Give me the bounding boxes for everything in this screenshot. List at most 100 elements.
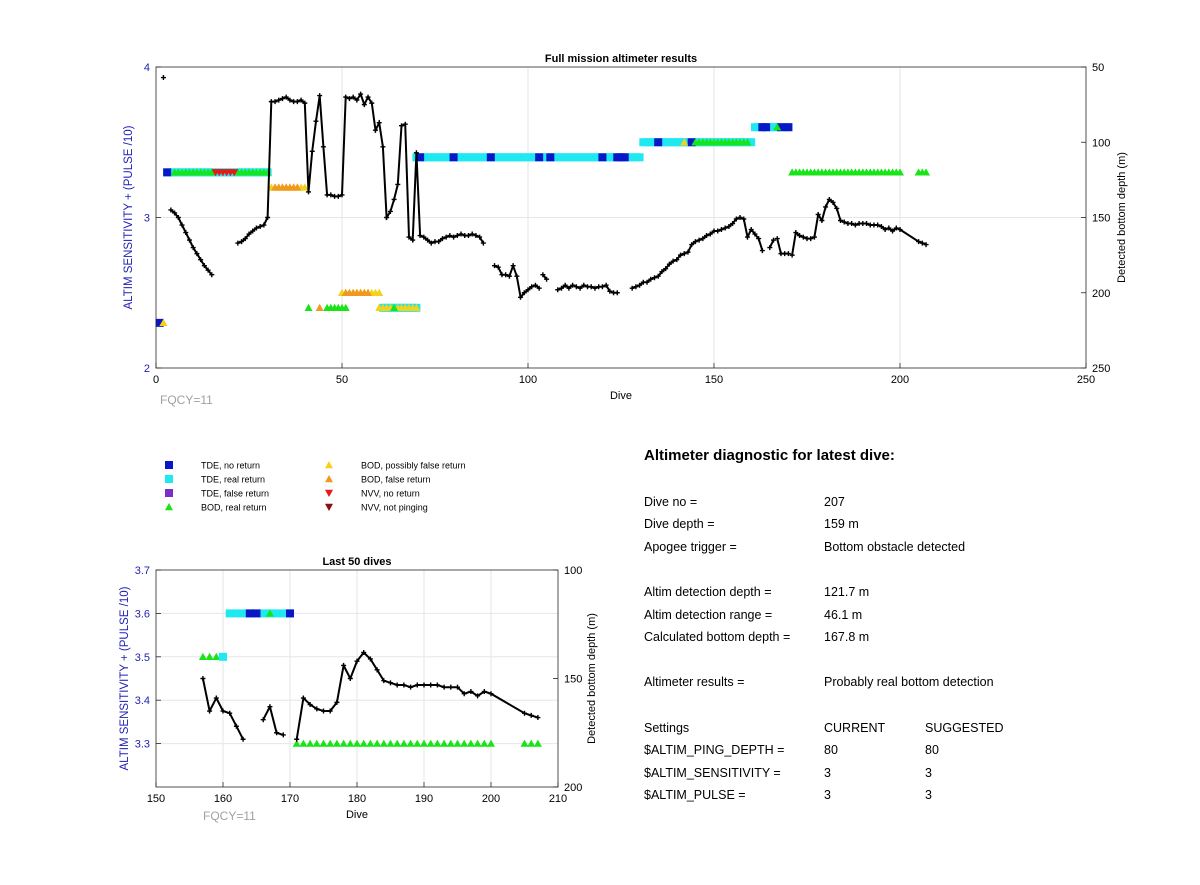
depth-point (923, 242, 929, 248)
x-tick-label: 160 (214, 793, 232, 805)
depth-point (793, 230, 799, 236)
depth-point (689, 242, 695, 248)
x-tick-label: 150 (705, 374, 723, 386)
bod-real-return-marker (533, 739, 542, 747)
bod-real-return-marker (359, 739, 368, 747)
depth-point (633, 284, 639, 290)
depth-point (916, 239, 922, 245)
x-tick-label: 200 (482, 793, 500, 805)
depth-point (376, 120, 382, 126)
bod-real-return-marker (473, 739, 482, 747)
altim-detection-range-label: Altim detection range = (644, 608, 773, 622)
tde-real-return-marker (747, 138, 756, 147)
depth-point (354, 97, 360, 103)
tde-no-return-marker (687, 138, 696, 147)
depth-point (387, 208, 393, 214)
depth-point (294, 736, 300, 742)
depth-point (555, 287, 561, 293)
y2-tick-label: 100 (1092, 137, 1110, 149)
depth-point (674, 257, 680, 263)
setting-pulse-suggested: 3 (925, 788, 932, 802)
bod-real-return-marker (373, 739, 382, 747)
bod-real-return-marker (896, 168, 904, 176)
depth-point (413, 150, 419, 156)
bod-real-return-marker (379, 739, 388, 747)
tde-real-return-marker (279, 609, 288, 618)
depth-point (535, 715, 541, 721)
depth-point (495, 264, 501, 270)
depth-point (681, 251, 687, 257)
bod-real-return-marker (393, 739, 402, 747)
depth-point (808, 236, 814, 242)
depth-point (320, 144, 326, 150)
depth-point (514, 273, 520, 279)
depth-point (473, 233, 479, 239)
depth-point (566, 285, 572, 291)
depth-point (179, 222, 185, 228)
depth-point (190, 245, 196, 251)
depth-point (265, 215, 271, 220)
depth-point (246, 231, 252, 237)
legend-label: TDE, real return (201, 475, 265, 485)
depth-point (510, 263, 516, 269)
depth-point (428, 240, 434, 246)
bod-possibly-false-marker (300, 183, 309, 191)
depth-point (726, 224, 732, 230)
setting-sensitivity-suggested: 3 (925, 766, 932, 780)
depth-point (897, 227, 903, 233)
depth-point (276, 97, 282, 103)
depth-point (562, 282, 568, 288)
depth-point (194, 251, 200, 257)
diagnostic-title: Altimeter diagnostic for latest dive: (644, 447, 895, 464)
tde-real-return-marker (259, 609, 268, 618)
depth-point (715, 228, 721, 234)
depth-point (588, 284, 594, 290)
depth-point (458, 231, 464, 237)
depth-point (198, 257, 204, 263)
depth-point (730, 221, 736, 227)
depth-point (294, 99, 300, 105)
bod-real-return-marker (413, 739, 422, 747)
bod-real-return-marker (212, 652, 221, 660)
calculated-bottom-depth-label: Calculated bottom depth = (644, 630, 791, 644)
bod-real-return-marker (319, 739, 328, 747)
bod-real-return-marker (922, 168, 931, 176)
depth-point (372, 127, 378, 133)
depth-point (480, 240, 486, 246)
tde-no-return-marker (163, 168, 172, 177)
tde-no-return-marker (620, 153, 629, 162)
depth-point (573, 284, 579, 290)
depth-point (830, 199, 836, 205)
depth-point (274, 730, 280, 736)
bod-real-return-marker (332, 739, 341, 747)
depth-point (718, 227, 724, 233)
tde-false-return-legend-marker (165, 489, 173, 497)
tde-real-return-marker (635, 153, 644, 162)
depth-point (328, 192, 334, 198)
y-tick-label: 4 (144, 62, 150, 74)
fqcy-annotation: FQCY=11 (203, 809, 256, 823)
depth-point (227, 710, 233, 716)
depth-point (607, 288, 613, 294)
depth-point (428, 682, 434, 688)
bod-real-return-marker (366, 739, 375, 747)
tde-real-return-marker (219, 652, 227, 661)
y2-tick-label: 50 (1092, 62, 1104, 74)
bod-real-return-marker (265, 609, 274, 617)
depth-point (774, 236, 780, 242)
bod-real-return-marker (460, 739, 469, 747)
depth-point (785, 251, 791, 257)
bod-real-return-marker (292, 739, 301, 747)
bod-real-return-legend-marker (165, 503, 173, 511)
tde-no-return-marker (245, 609, 254, 618)
tde-no-return-marker (762, 123, 771, 132)
depth-point (160, 75, 166, 81)
depth-point (506, 273, 512, 279)
y-tick-label: 3.6 (135, 608, 150, 620)
depth-point (819, 218, 825, 224)
bod-real-return-marker (339, 739, 348, 747)
y-tick-label: 3.7 (135, 565, 150, 577)
setting-sensitivity-label: $ALTIM_SENSITIVITY = (644, 766, 781, 780)
depth-point (834, 205, 840, 211)
depth-point (704, 233, 710, 239)
